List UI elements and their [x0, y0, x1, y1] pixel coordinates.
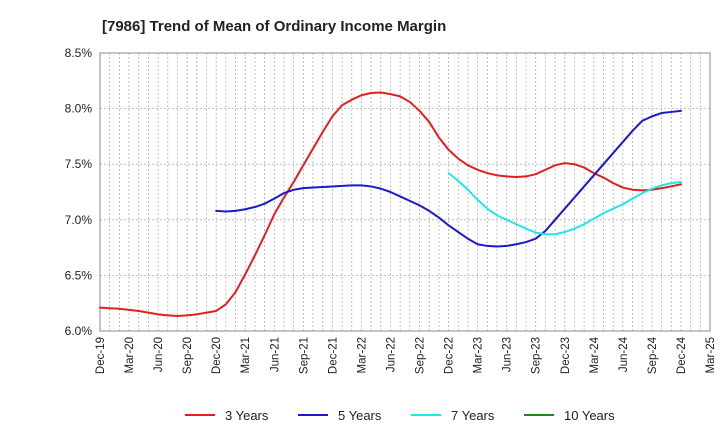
- y-tick-label: 7.0%: [65, 213, 93, 227]
- legend: 3 Years 5 Years 7 Years 10 Years: [185, 408, 615, 423]
- x-tick-label: Sep-20: [182, 337, 194, 374]
- series-line-5-years: [215, 109, 682, 248]
- x-tick-label: Mar-20: [124, 337, 136, 373]
- y-tick-label: 6.0%: [65, 324, 93, 338]
- x-tick-label: Mar-23: [473, 337, 485, 373]
- chart-title: [7986] Trend of Mean of Ordinary Income …: [102, 18, 446, 35]
- legend-label: 10 Years: [564, 408, 615, 423]
- x-tick-label: Sep-24: [647, 336, 659, 374]
- y-tick-label: 6.5%: [65, 268, 93, 282]
- y-tick-label: 7.5%: [65, 157, 93, 171]
- series-line-7-years: [447, 172, 682, 236]
- x-tick-label: Jun-22: [385, 337, 397, 372]
- x-tick-label: Sep-22: [415, 337, 427, 374]
- legend-label: 7 Years: [451, 408, 495, 423]
- legend-label: 5 Years: [338, 408, 382, 423]
- grid-lines: [100, 52, 710, 332]
- x-tick-label: Jun-20: [153, 337, 165, 372]
- x-tick-label: Sep-23: [531, 337, 543, 374]
- x-tick-label: Mar-24: [589, 336, 601, 373]
- y-tick-label: 8.0%: [65, 102, 93, 116]
- x-tick-label: Jun-21: [269, 337, 281, 372]
- x-tick-label: Jun-24: [618, 336, 630, 372]
- series-lines: [99, 91, 682, 317]
- plot-area: [99, 52, 711, 332]
- x-tick-label: Mar-22: [356, 337, 368, 373]
- x-tick-label: Dec-21: [327, 337, 339, 374]
- x-tick-label: Dec-24: [676, 336, 688, 374]
- x-tick-label: Mar-25: [705, 337, 717, 373]
- x-tick-label: Dec-22: [444, 337, 456, 374]
- x-tick-label: Dec-19: [95, 337, 107, 374]
- x-tick-label: Dec-23: [560, 337, 572, 374]
- x-tick-label: Sep-21: [298, 337, 310, 374]
- x-tick-label: Mar-21: [240, 337, 252, 373]
- y-tick-label: 8.5%: [65, 46, 93, 60]
- series-line-3-years: [99, 91, 682, 317]
- x-tick-label: Dec-20: [211, 337, 223, 374]
- y-axis-ticks: 6.0% 6.5% 7.0% 7.5% 8.0% 8.5%: [65, 46, 93, 338]
- x-tick-label: Jun-23: [502, 337, 514, 372]
- x-axis-ticks: Dec-19 Mar-20 Jun-20 Sep-20 Dec-20 Mar-21 Jun-…: [95, 336, 717, 374]
- legend-label: 3 Years: [225, 408, 269, 423]
